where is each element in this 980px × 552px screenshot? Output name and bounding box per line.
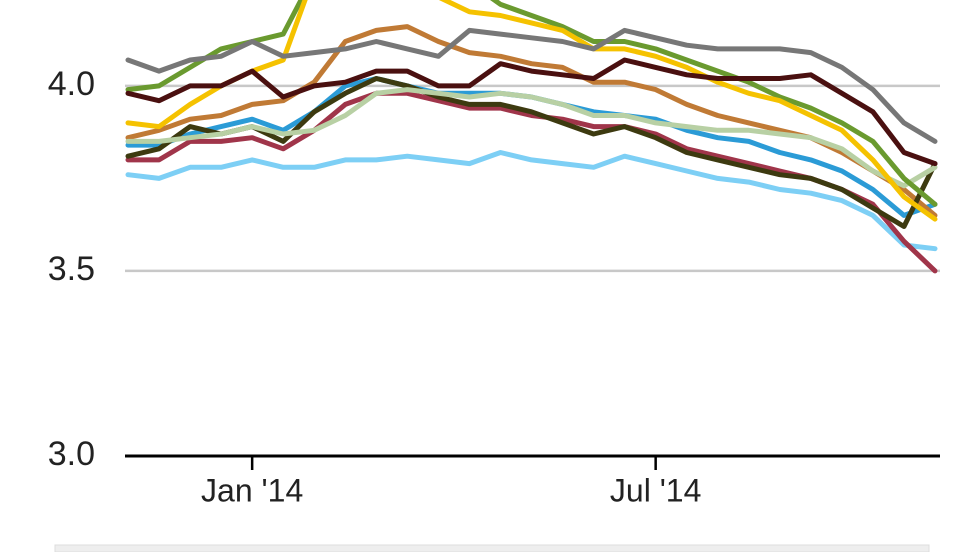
axes: 3.0 3.5 4.0 Jan '14 Jul '14 <box>48 65 940 508</box>
series-line <box>125 0 938 222</box>
y-tick-label: 3.0 <box>48 435 95 473</box>
series-line <box>125 76 938 229</box>
series-line <box>125 0 938 207</box>
series-line <box>125 87 938 189</box>
x-tick-label: Jul '14 <box>610 472 702 508</box>
y-tick-label: 3.5 <box>48 250 95 288</box>
y-tick-label: 4.0 <box>48 65 95 103</box>
x-tick-label: Jan '14 <box>201 472 303 508</box>
series-line <box>125 150 938 252</box>
plot-area <box>125 0 938 274</box>
legend-box <box>54 544 930 552</box>
series-line <box>125 27 938 144</box>
series-line <box>125 57 938 167</box>
